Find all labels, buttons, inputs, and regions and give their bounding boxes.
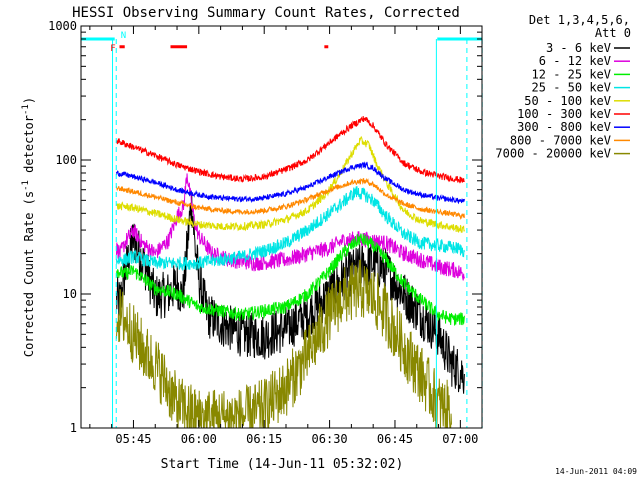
legend-label-4: 50 - 100 keV xyxy=(524,94,611,108)
plot-timestamp: 14-Jun-2011 04:09 xyxy=(555,467,637,476)
x-tick-label-2: 06:15 xyxy=(246,432,282,446)
series-line-6 xyxy=(115,161,465,205)
x-tick-label-1: 06:00 xyxy=(181,432,217,446)
legend-header-line-1: Det 1,3,4,5,6, xyxy=(529,13,630,27)
legend-label-5: 100 - 300 keV xyxy=(517,107,611,121)
chart-title: HESSI Observing Summary Count Rates, Cor… xyxy=(72,5,460,21)
x-tick-label-4: 06:45 xyxy=(377,432,413,446)
y-axis-label-sup1: -1 xyxy=(21,180,31,191)
y-axis-label-mid: detector xyxy=(22,115,36,180)
x-tick-label-0: 05:45 xyxy=(115,432,151,446)
legend-label-0: 3 - 6 keV xyxy=(546,41,611,55)
series-line-4 xyxy=(115,135,465,233)
y-axis-label-sup2: -1 xyxy=(21,104,31,115)
y-tick-label-2: 100 xyxy=(55,153,77,167)
series-line-3 xyxy=(115,186,465,272)
y-tick-label-3: 1000 xyxy=(48,19,77,33)
y-axis-label-main: Corrected Count Rate (s xyxy=(22,191,36,357)
series-line-5 xyxy=(115,116,465,184)
legend-header-line-2: Att 0 xyxy=(595,26,631,40)
plot-area: FN xyxy=(81,31,483,429)
series-line-7 xyxy=(115,177,465,220)
y-tick-label-1: 10 xyxy=(63,287,77,301)
y-axis-label-end: ) xyxy=(22,97,36,104)
x-tick-label-5: 07:00 xyxy=(442,432,478,446)
tick-layer: 05:45 06:00 06:15 06:30 06:45 07:00 1 10 100 1000 xyxy=(48,19,482,446)
legend-label-2: 12 - 25 keV xyxy=(532,67,611,81)
plot-frame xyxy=(80,25,483,429)
legend-label-3: 25 - 50 keV xyxy=(532,81,611,95)
series-line-1 xyxy=(115,173,465,281)
legend-label-6: 300 - 800 keV xyxy=(517,120,611,134)
y-axis-label: Corrected Count Rate (s-1 detector-1) xyxy=(21,97,36,357)
flag-label-0: F xyxy=(110,44,115,54)
x-axis-label: Start Time (14-Jun-11 05:32:02) xyxy=(161,457,404,472)
series-line-8 xyxy=(115,259,452,429)
series-layer xyxy=(115,116,465,429)
legend-label-8: 7000 - 20000 keV xyxy=(495,147,611,161)
y-tick-label-0: 1 xyxy=(70,421,77,435)
series-line-0 xyxy=(115,194,465,394)
legend-label-1: 6 - 12 keV xyxy=(539,54,611,68)
series-line-2 xyxy=(115,233,465,326)
x-tick-label-3: 06:30 xyxy=(312,432,348,446)
flag-label-1: N xyxy=(121,31,126,41)
legend-label-7: 800 - 7000 keV xyxy=(510,133,611,147)
